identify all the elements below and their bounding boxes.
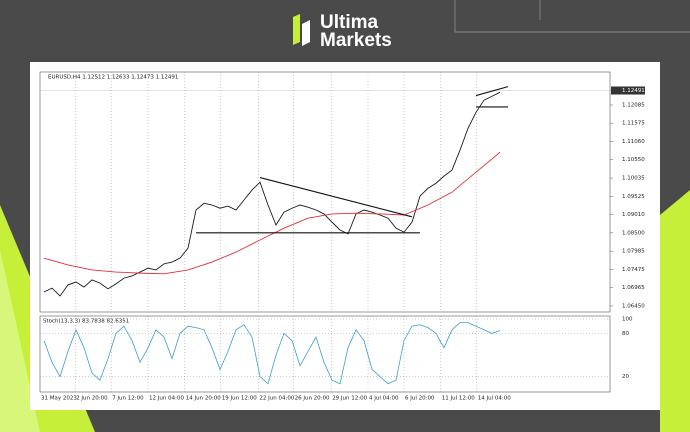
y-tick-label: 1.07475 xyxy=(622,267,645,273)
x-tick-label: 7 Jun 12:00 xyxy=(112,396,144,402)
y-tick-label: 1.06965 xyxy=(622,285,645,291)
price-tag xyxy=(611,86,645,95)
y-tick-label: 20 xyxy=(622,374,629,380)
stoch-frame xyxy=(39,315,611,393)
y-tick-label: 1.07985 xyxy=(622,249,645,255)
y-tick-label: 1.10035 xyxy=(622,176,645,182)
x-tick-label: 11 Jul 12:00 xyxy=(442,396,475,402)
decor xyxy=(454,0,690,33)
y-tick-label: 1.06450 xyxy=(622,303,645,309)
x-tick-label: 2 Jun 20:00 xyxy=(76,396,108,402)
x-tick-label: 4 Jul 04:00 xyxy=(369,396,399,402)
plot-frame xyxy=(39,71,611,313)
y-tick-label: 1.12085 xyxy=(622,102,645,108)
y-tick-label: 80 xyxy=(622,331,629,337)
y-tick-label: 100 xyxy=(622,317,633,323)
chart-title: EURUSD,H4 1.12512 1.12633 1.12473 1.1249… xyxy=(48,75,178,81)
x-tick-label: 19 Jun 12:00 xyxy=(222,396,257,402)
x-tick-label: 14 Jun 20:00 xyxy=(186,396,221,402)
x-tick-label: 6 Jul 20:00 xyxy=(405,396,435,402)
logo-icon xyxy=(302,20,310,46)
stoch-title: Stoch(13,3,3) 83.7838 82.6351 xyxy=(43,319,129,325)
x-tick-label: 29 Jun 12:00 xyxy=(332,396,367,402)
y-tick-label: 1.08500 xyxy=(622,230,645,236)
price-label: 1.12491 xyxy=(622,88,645,94)
stoch-line xyxy=(43,322,501,385)
x-tick-label: 26 Jun 20:00 xyxy=(295,396,330,402)
x-tick-label: 12 Jun 04:00 xyxy=(149,396,184,402)
series-line xyxy=(43,91,501,297)
y-tick-label: 1.11575 xyxy=(622,121,645,127)
x-tick-label: 14 Jul 04:00 xyxy=(478,396,511,402)
trendline xyxy=(259,177,413,218)
y-tick-label: 1.09525 xyxy=(622,194,645,200)
trendline xyxy=(475,86,509,97)
y-tick-label: 1.10550 xyxy=(622,157,645,163)
logo-icon xyxy=(293,14,300,45)
x-tick-label: 22 Jun 04:00 xyxy=(259,396,294,402)
y-tick-label: 1.09010 xyxy=(622,212,645,218)
chart-panel xyxy=(30,62,660,410)
logo: Ultima Markets xyxy=(293,12,392,51)
series-line xyxy=(43,151,501,275)
y-tick-label: 1.11060 xyxy=(622,139,645,145)
brand-text: Ultima xyxy=(320,12,379,33)
decor xyxy=(660,190,690,432)
x-tick-label: 31 May 2023 xyxy=(41,396,77,402)
brand-text: Markets xyxy=(320,30,392,51)
